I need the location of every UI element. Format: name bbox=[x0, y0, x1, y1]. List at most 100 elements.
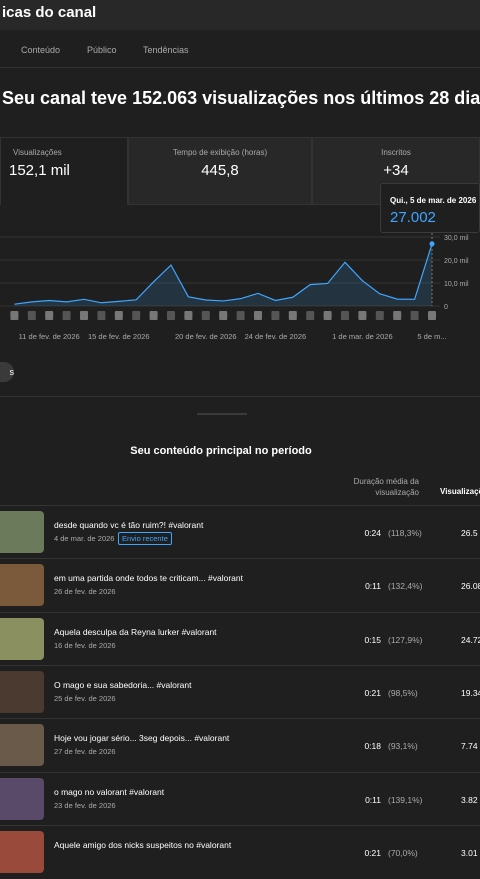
y-tick-label: 20,0 mil bbox=[444, 258, 469, 265]
upload-icon bbox=[62, 311, 71, 320]
retention: (127,9%) bbox=[388, 634, 423, 645]
views: 26.08 bbox=[461, 581, 480, 592]
x-tick-label: 20 de fev. de 2026 bbox=[175, 332, 237, 341]
table-row[interactable]: em uma partida onde todos te criticam...… bbox=[0, 558, 480, 612]
upload-icon bbox=[132, 311, 141, 320]
views: 24.72 bbox=[461, 634, 480, 645]
table-row[interactable]: o mago no valorant #valorant 23 de fev. d… bbox=[0, 771, 480, 826]
views: 3.01 bbox=[461, 847, 478, 858]
y-tick-label: 10,0 mil bbox=[444, 281, 469, 288]
thumbnail bbox=[0, 670, 44, 713]
avg-duration: 0:24 bbox=[364, 528, 381, 538]
upload-icon bbox=[410, 311, 419, 320]
retention: (139,1%) bbox=[388, 794, 423, 805]
views: 19.34 bbox=[461, 687, 480, 698]
tab[interactable]: Público bbox=[87, 45, 117, 55]
upload-icon bbox=[149, 311, 158, 320]
upload-icon bbox=[184, 311, 193, 320]
thumbnail bbox=[0, 724, 44, 767]
divider bbox=[0, 67, 480, 68]
page-title: icas do canal bbox=[2, 4, 97, 21]
avg-duration: 0:11 bbox=[365, 581, 381, 592]
line bbox=[14, 243, 433, 305]
video-title: desde quando vc é tão ruim?! #valorant bbox=[54, 520, 204, 530]
top-bar bbox=[0, 0, 480, 30]
y-tick-label: 30,0 mil bbox=[444, 235, 469, 242]
tooltip: Qui., 5 de mar. de 2026 27.002 bbox=[380, 183, 480, 233]
table-row[interactable]: Aquele amigo dos nicks suspeitos no #val… bbox=[0, 824, 480, 879]
thumbnail bbox=[0, 617, 44, 660]
thumbnail bbox=[0, 511, 44, 553]
thumbnail bbox=[0, 830, 44, 873]
avg-duration: 0:18 bbox=[364, 741, 381, 752]
metric-value: +34 bbox=[383, 162, 409, 179]
table-row[interactable]: O mago e sua sabedoria... #valorant 25 de… bbox=[0, 664, 480, 719]
upload-icon bbox=[306, 311, 315, 320]
video-date: 23 de fev. de 2026 bbox=[54, 800, 116, 810]
upload-icon bbox=[393, 311, 402, 320]
thumbnail bbox=[0, 777, 44, 820]
y-tick-label: 0 bbox=[444, 304, 448, 311]
video-date: 27 de fev. de 2026 bbox=[54, 747, 116, 757]
retention: (70,0%) bbox=[388, 847, 418, 858]
avg-duration: 0:21 bbox=[364, 687, 381, 698]
video-title: Hoje vou jogar sério... 3seg depois... #… bbox=[54, 733, 230, 744]
video-title: o mago no valorant #valorant bbox=[54, 786, 165, 797]
upload-icon bbox=[236, 311, 245, 320]
more-button[interactable]: s bbox=[0, 362, 14, 382]
upload-icon bbox=[428, 311, 436, 320]
metric-card[interactable]: Visualizações 152,1 mil bbox=[0, 137, 128, 205]
video-date: 16 de fev. de 2026 bbox=[54, 640, 116, 650]
upload-icon bbox=[288, 311, 297, 320]
table-row[interactable]: desde quando vc é tão ruim?! #valorant 4 … bbox=[0, 505, 480, 559]
metric-card[interactable]: Tempo de exibição (horas) 445,8 bbox=[128, 137, 312, 205]
column-header: Visualizações bbox=[440, 487, 480, 496]
upload-icon bbox=[358, 311, 367, 320]
retention: (93,1%) bbox=[388, 741, 418, 752]
x-tick-label: 1 de mar. de 2026 bbox=[332, 332, 392, 341]
metric-label: Tempo de exibição (horas) bbox=[172, 148, 268, 157]
x-tick-label: 15 de fev. de 2026 bbox=[88, 332, 150, 341]
retention: (132,4%) bbox=[388, 581, 423, 592]
video-title: em uma partida onde todos te criticam...… bbox=[54, 573, 243, 584]
metric-value: 445,8 bbox=[201, 162, 239, 179]
tab[interactable]: Conteúdo bbox=[21, 45, 61, 55]
views: 26.5 bbox=[461, 528, 478, 538]
upload-icon bbox=[254, 311, 262, 320]
area bbox=[14, 243, 433, 306]
x-tick-label: 24 de fev. de 2026 bbox=[245, 332, 307, 341]
x-tick-label: 5 de m... bbox=[417, 332, 446, 341]
upload-icon bbox=[10, 311, 19, 320]
upload-icon bbox=[27, 311, 36, 320]
upload-icon bbox=[201, 311, 210, 320]
video-title: Aquela desculpa da Reyna lurker #valoran… bbox=[54, 626, 217, 637]
column-header: Duração média da visualização bbox=[353, 477, 419, 497]
divider bbox=[197, 413, 247, 415]
tab[interactable]: Tendências bbox=[143, 45, 189, 55]
upload-icon bbox=[114, 311, 123, 320]
table-row[interactable]: Aquela desculpa da Reyna lurker #valoran… bbox=[0, 611, 480, 666]
retention: (98,5%) bbox=[388, 687, 418, 698]
upload-icon bbox=[167, 311, 175, 320]
upload-icon bbox=[323, 311, 332, 320]
table-row[interactable]: Hoje vou jogar sério... 3seg depois... #… bbox=[0, 718, 480, 772]
metric-label: Inscritos bbox=[381, 148, 411, 157]
metric-label: Visualizações bbox=[13, 148, 62, 157]
video-title: O mago e sua sabedoria... #valorant bbox=[54, 679, 192, 690]
x-tick-label: 11 de fev. de 2026 bbox=[19, 332, 80, 341]
headline: Seu canal teve 152.063 visualizações nos… bbox=[2, 88, 480, 108]
avg-duration: 0:21 bbox=[364, 847, 381, 858]
upload-icon bbox=[97, 311, 106, 320]
video-title: Aquele amigo dos nicks suspeitos no #val… bbox=[54, 839, 232, 850]
tooltip-value: 27.002 bbox=[390, 209, 436, 226]
avg-duration: 0:15 bbox=[364, 634, 381, 645]
video-date: 25 de fev. de 2026 bbox=[54, 693, 116, 703]
tooltip-date: Qui., 5 de mar. de 2026 bbox=[390, 196, 477, 205]
metric-value: 152,1 mil bbox=[9, 162, 70, 179]
upload-icon bbox=[45, 311, 54, 320]
section-title: Seu conteúdo principal no período bbox=[130, 445, 312, 457]
retention: (118,3%) bbox=[388, 528, 422, 538]
upload-icon bbox=[80, 311, 88, 320]
point bbox=[429, 241, 435, 247]
